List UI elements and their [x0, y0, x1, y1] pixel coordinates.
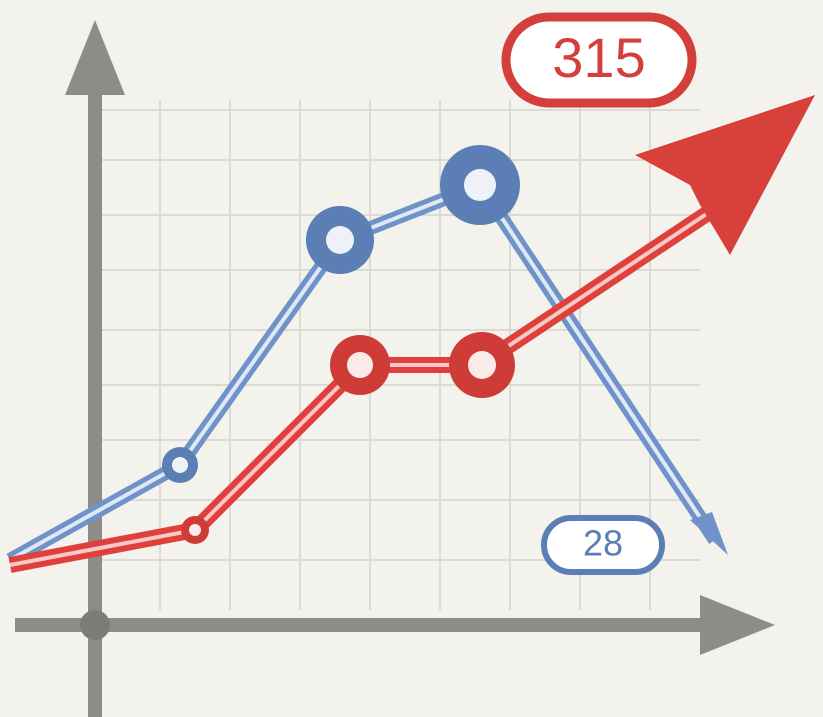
illustration: 315 28 [0, 0, 823, 717]
red-badge: 315 [506, 17, 692, 103]
page: 315 28 (() => { const data = JSON.parse(… [0, 0, 823, 717]
badge-text: 315 [552, 26, 645, 89]
badge-text: 28 [583, 523, 623, 564]
blue-badge: 28 [544, 518, 662, 572]
